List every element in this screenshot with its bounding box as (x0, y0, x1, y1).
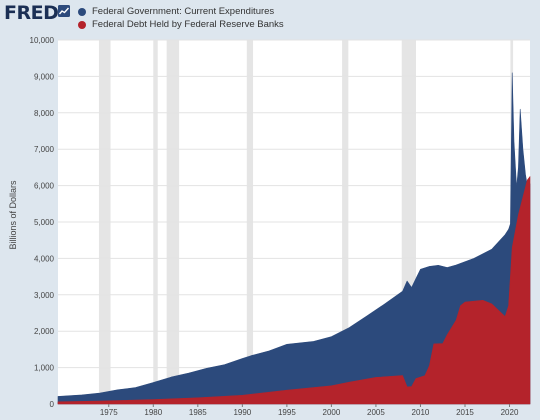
y-tick-label: 7,000 (34, 145, 55, 154)
x-tick-label: 2020 (501, 408, 519, 417)
legend-label: Federal Government: Current Expenditures (92, 6, 275, 17)
y-tick-label: 0 (50, 400, 55, 409)
series-area-fed-debt[interactable] (57, 176, 531, 405)
fred-logo[interactable]: FRED (4, 2, 59, 24)
y-tick-label: 8,000 (34, 109, 55, 118)
y-tick-label: 4,000 (34, 254, 55, 263)
legend-item-expenditures[interactable]: Federal Government: Current Expenditures (78, 5, 284, 18)
x-tick-label: 2000 (323, 408, 341, 417)
x-tick-label: 1980 (144, 408, 162, 417)
x-tick-label: 1995 (278, 408, 296, 417)
y-axis-ticks: 0 1,000 2,000 3,000 4,000 5,000 6,000 7,000 8,00… (30, 36, 55, 409)
x-tick-label: 1975 (100, 408, 118, 417)
series-areas (57, 72, 531, 405)
y-tick-label: 9,000 (34, 72, 55, 81)
y-tick-label: 3,000 (34, 291, 55, 300)
y-axis-label: Billions of Dollars (8, 180, 18, 250)
x-tick-label: 2010 (412, 408, 430, 417)
legend-dot-icon (78, 20, 86, 29)
legend-item-fed-debt[interactable]: Federal Debt Held by Federal Reserve Ban… (78, 18, 284, 31)
x-tick-label: 1990 (233, 408, 251, 417)
y-tick-label: 5,000 (34, 218, 55, 227)
x-tick-label: 2005 (367, 408, 385, 417)
x-axis-ticks: 1975 1980 1985 1990 1995 2000 2005 2010 2015 2020 (100, 404, 519, 417)
x-tick-label: 1985 (189, 408, 207, 417)
legend: Federal Government: Current Expenditures… (78, 5, 284, 31)
x-tick-label: 2015 (456, 408, 474, 417)
y-tick-label: 6,000 (34, 182, 55, 191)
y-tick-label: 10,000 (30, 36, 55, 45)
series-area-expenditures[interactable] (57, 72, 531, 405)
legend-dot-icon (78, 7, 86, 16)
fred-logo-chart-icon (58, 5, 70, 17)
chart-header: FRED Federal Government: Current Expendi… (0, 0, 540, 32)
y-tick-label: 2,000 (34, 327, 55, 336)
legend-label: Federal Debt Held by Federal Reserve Ban… (92, 19, 284, 30)
y-tick-label: 1,000 (34, 364, 55, 373)
